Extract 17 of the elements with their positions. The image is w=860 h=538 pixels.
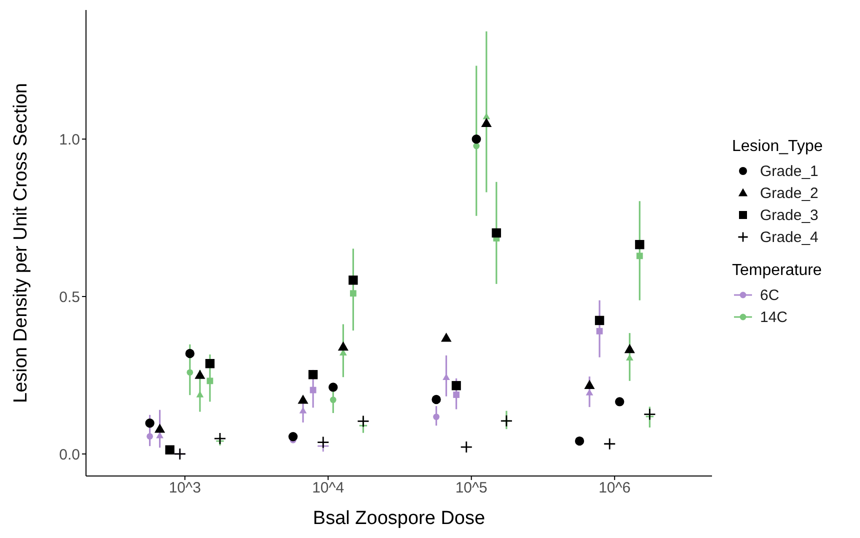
legend-label: 6C [760,286,780,304]
x-tick-label: 10^5 [455,480,488,497]
legend-label: Grade_2 [760,184,818,202]
x-tick-label: 10^6 [598,480,631,497]
legend-title: Lesion_Type [732,138,824,156]
x-axis-title: Bsal Zoospore Dose [312,508,486,529]
y-tick-label: 0.5 [59,288,80,306]
legend-label: 14C [760,308,788,326]
legend-label: Grade_1 [760,162,818,180]
y-tick-label: 1.0 [59,131,80,148]
legend-label: Grade_3 [760,206,818,224]
x-tick-label: 10^3 [168,480,201,497]
legend-label: Grade_4 [760,228,818,246]
y-tick-label: 0.0 [59,446,80,464]
text: Temperature [732,262,823,280]
x-tick-label: 10^4 [312,480,344,497]
y-axis-title: Lesion Density per Unit Cross Section [10,83,32,403]
